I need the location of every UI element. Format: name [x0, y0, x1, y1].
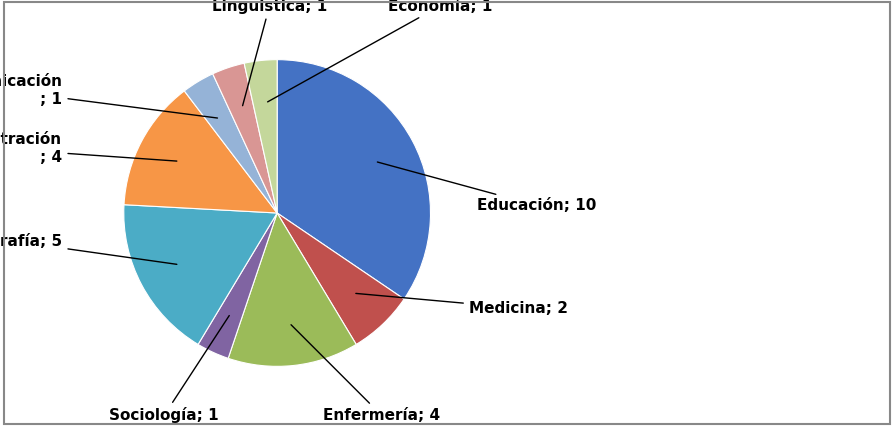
- Text: Administración
; 4: Administración ; 4: [0, 132, 177, 165]
- Text: Educación; 10: Educación; 10: [377, 162, 596, 213]
- Wedge shape: [184, 74, 277, 213]
- Text: Geografía; 5: Geografía; 5: [0, 233, 177, 264]
- Wedge shape: [213, 63, 277, 213]
- Wedge shape: [277, 60, 431, 299]
- Text: Linguistica; 1: Linguistica; 1: [212, 0, 327, 106]
- Text: Enfermería; 4: Enfermería; 4: [291, 325, 440, 423]
- Wedge shape: [244, 60, 277, 213]
- Text: Economía; 1: Economía; 1: [267, 0, 492, 102]
- Wedge shape: [198, 213, 277, 358]
- Wedge shape: [277, 213, 404, 344]
- Wedge shape: [124, 91, 277, 213]
- Wedge shape: [123, 205, 277, 344]
- Text: Medicina; 2: Medicina; 2: [356, 294, 568, 316]
- Text: Sociología; 1: Sociología; 1: [109, 316, 229, 423]
- Text: Comunicación
; 1: Comunicación ; 1: [0, 74, 217, 118]
- Wedge shape: [228, 213, 356, 366]
